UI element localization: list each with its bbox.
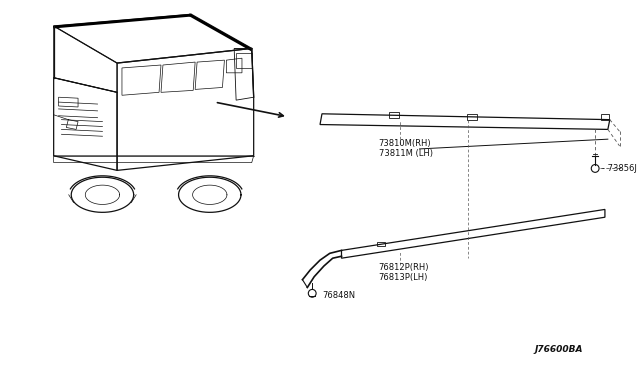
Text: 73811M (LH): 73811M (LH): [379, 149, 433, 158]
Text: 73810M(RH): 73810M(RH): [379, 139, 431, 148]
Text: 76812P(RH): 76812P(RH): [379, 263, 429, 272]
Text: 76813P(LH): 76813P(LH): [379, 273, 428, 282]
Text: J76600BA: J76600BA: [534, 345, 583, 354]
Text: 76848N: 76848N: [322, 291, 355, 300]
Text: - 73856J: - 73856J: [602, 164, 637, 173]
